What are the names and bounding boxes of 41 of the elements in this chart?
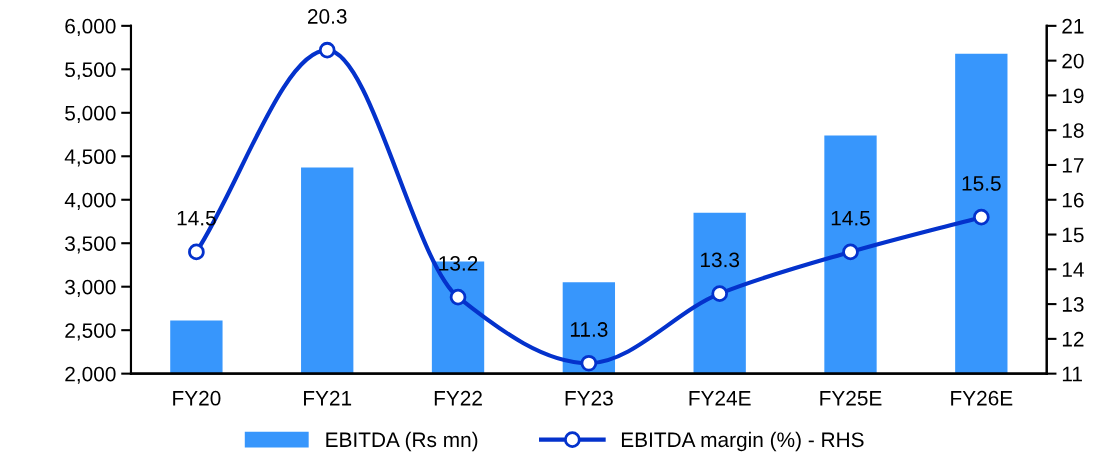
point	[580, 354, 598, 372]
x-tick-label: FY24E	[689, 390, 751, 406]
point	[972, 208, 990, 226]
y2-tick-label: 14	[1062, 262, 1084, 277]
data-label: 20.3	[307, 9, 347, 24]
y2-tick-label: 16	[1062, 192, 1084, 208]
data-label: 15.5	[962, 176, 1001, 191]
y-tick-label: 4,000	[64, 192, 116, 210]
y-tick-label: 5,500	[65, 62, 116, 80]
y-tick-label: 5,000	[65, 105, 116, 124]
legend-label: EBITDA margin (%) - RHS	[621, 431, 864, 452]
y2-tick-label: 11	[1062, 366, 1082, 382]
y2-tick-label: 12	[1062, 331, 1084, 347]
data-label: 13.3	[700, 252, 740, 268]
x-tick-label: FY26E	[951, 390, 1013, 406]
y2-tick-label: 13	[1062, 297, 1084, 312]
y2-tick-label: 17	[1062, 158, 1084, 173]
y-tick-label: 3,500	[65, 236, 116, 254]
y-tick-label: 2,000	[65, 366, 116, 384]
x-tick-label: FY23	[565, 390, 613, 406]
point	[842, 243, 859, 261]
point	[188, 243, 205, 261]
y-tick-label: 4,500	[64, 149, 116, 167]
point	[318, 41, 336, 59]
y2-tick-label: 15	[1062, 227, 1084, 243]
data-label: 14.5	[831, 211, 870, 226]
y2-tick-label: 20	[1062, 53, 1084, 69]
y-tick-label: 3,000	[65, 279, 116, 297]
x-tick-label: FY20	[173, 390, 221, 406]
y-tick-label: 2,500	[65, 323, 116, 341]
x-tick-label: FY22	[434, 390, 482, 406]
y2-tick-label: 19	[1062, 88, 1084, 104]
y2-tick-label: 21	[1062, 18, 1084, 34]
point	[711, 285, 729, 302]
y-tick-label: 6,000	[65, 18, 116, 37]
y2-tick-label: 18	[1062, 123, 1084, 138]
data-label: 11.3	[570, 322, 608, 337]
legend-label: EBITDA (Rs mn)	[326, 431, 478, 452]
x-tick-label: FY25E	[820, 390, 882, 406]
point	[449, 288, 467, 306]
x-tick-label: FY21	[304, 390, 352, 406]
